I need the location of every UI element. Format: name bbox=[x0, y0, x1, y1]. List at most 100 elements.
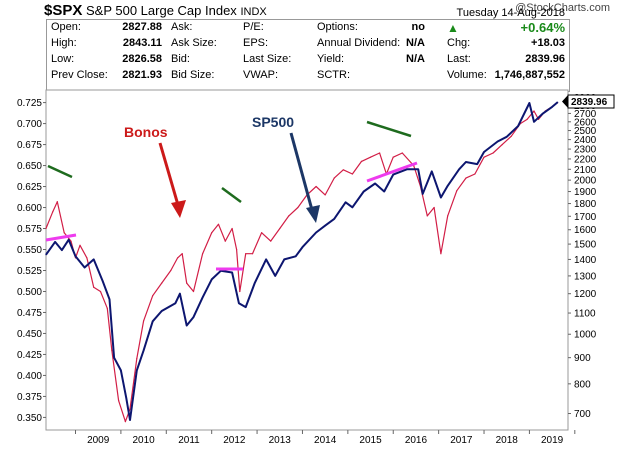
sp500-data-point bbox=[458, 168, 460, 170]
index-name: S&P 500 Large Cap Index bbox=[85, 3, 237, 18]
sp500-series-line bbox=[45, 101, 559, 421]
ask-size-label: Ask Size: bbox=[171, 37, 217, 49]
quote-header: Open: 2827.88 High: 2843.11 Low: 2826.58… bbox=[46, 7, 570, 92]
left-tick-label: 0.375 bbox=[17, 392, 42, 403]
volume-label: Volume: bbox=[447, 69, 487, 81]
right-tick-label: 2000 bbox=[574, 176, 597, 187]
change-percent: +0.64% bbox=[520, 20, 565, 35]
quote-date: Tuesday 14-Aug-2018 bbox=[456, 7, 565, 19]
bonos-data-point bbox=[217, 223, 220, 225]
right-tick-label: 1000 bbox=[574, 330, 597, 341]
sp500-data-point bbox=[447, 185, 449, 187]
eps-label: EPS: bbox=[243, 37, 269, 49]
left-tick-label: 0.700 bbox=[17, 119, 42, 130]
sp500-data-point bbox=[120, 369, 122, 371]
low-label: Low: bbox=[51, 53, 75, 65]
bonos-data-point bbox=[192, 290, 195, 293]
prev-close-label: Prev Close: bbox=[51, 69, 108, 81]
bonos-data-point bbox=[236, 248, 238, 251]
sp500-data-point bbox=[542, 112, 544, 114]
x-tick-label: 2010 bbox=[132, 435, 155, 446]
sp500-data-point bbox=[54, 241, 56, 243]
left-tick-label: 0.350 bbox=[17, 413, 42, 424]
low-value: 2826.58 bbox=[122, 53, 162, 65]
x-tick-label: 2016 bbox=[405, 435, 428, 446]
left-tick-label: 0.650 bbox=[17, 161, 42, 172]
left-tick-label: 0.450 bbox=[17, 329, 42, 340]
dividend-label: Annual Dividend: bbox=[317, 37, 401, 49]
bid-size-label: Bid Size: bbox=[171, 69, 215, 81]
volume-value: 1,746,887,552 bbox=[494, 69, 565, 81]
sp500-data-point bbox=[254, 282, 256, 284]
trend-mark-green bbox=[221, 186, 242, 204]
trend-mark-green bbox=[47, 164, 73, 179]
bonos-data-point bbox=[52, 211, 54, 213]
left-tick-label: 0.600 bbox=[17, 203, 42, 214]
x-tick-label: 2014 bbox=[314, 435, 337, 446]
x-tick-label: 2018 bbox=[496, 435, 519, 446]
sp500-data-point bbox=[68, 239, 70, 241]
sp500-data-point bbox=[274, 275, 276, 277]
sp500-data-point bbox=[93, 258, 95, 260]
trend-mark-magenta bbox=[45, 233, 77, 242]
sp500-data-point bbox=[129, 419, 131, 421]
bonos-data-point bbox=[224, 240, 226, 242]
bonos-data-point bbox=[118, 400, 120, 402]
sp500-data-point bbox=[265, 258, 267, 260]
plot-area bbox=[45, 89, 569, 431]
annotation-layer: Bonos SP500 2839.96 bbox=[45, 94, 615, 271]
right-tick-label: 1800 bbox=[574, 199, 597, 210]
sp500-data-point bbox=[202, 296, 204, 298]
sp500-data-point bbox=[74, 255, 77, 257]
sp500-data-point bbox=[161, 310, 163, 312]
bonos-data-point bbox=[181, 253, 183, 255]
bonos-data-point bbox=[351, 173, 353, 175]
left-tick-label: 0.525 bbox=[17, 266, 42, 277]
left-tick-label: 0.725 bbox=[17, 98, 42, 109]
left-tick-label: 0.425 bbox=[17, 350, 42, 361]
bonos-data-point bbox=[106, 307, 108, 309]
bonos-data-point bbox=[63, 232, 65, 234]
bonos-data-point bbox=[177, 257, 179, 259]
left-tick-label: 0.625 bbox=[17, 182, 42, 193]
right-tick-label: 1600 bbox=[574, 225, 597, 236]
x-tick-label: 2017 bbox=[450, 435, 473, 446]
last-size-label: Last Size: bbox=[243, 53, 292, 65]
sp500-data-point bbox=[45, 254, 47, 256]
bonos-data-point bbox=[56, 201, 58, 203]
sp500-data-point bbox=[61, 249, 63, 251]
sp500-data-point bbox=[465, 161, 467, 163]
sctr-label: SCTR: bbox=[317, 69, 350, 81]
sp500-data-point bbox=[333, 218, 335, 220]
bonos-data-point bbox=[288, 215, 290, 217]
sp500-data-point bbox=[483, 151, 485, 153]
bonos-data-point bbox=[143, 320, 145, 322]
right-tick-label: 1200 bbox=[574, 289, 597, 300]
bonos-data-point bbox=[70, 240, 72, 242]
options-value: no bbox=[411, 21, 425, 33]
bonos-data-point bbox=[124, 421, 126, 423]
sp500-data-point bbox=[406, 168, 408, 170]
bonos-data-point bbox=[401, 152, 403, 154]
bonos-arrow-head bbox=[171, 200, 186, 218]
last-value-pointer bbox=[562, 95, 568, 108]
sp500-data-point bbox=[245, 306, 247, 308]
sp500-data-point bbox=[528, 102, 531, 104]
bonos-data-point bbox=[492, 152, 494, 154]
ask-label: Ask: bbox=[171, 21, 193, 33]
right-tick-label: 1100 bbox=[574, 309, 596, 320]
bonos-data-point bbox=[426, 215, 428, 217]
bid-label: Bid: bbox=[171, 53, 190, 65]
x-tick-label: 2012 bbox=[223, 435, 246, 446]
bonos-data-point bbox=[245, 253, 247, 255]
sp500-data-point bbox=[422, 193, 424, 195]
sp500-data-point bbox=[417, 168, 419, 170]
sp500-data-point bbox=[517, 125, 519, 127]
right-tick-label: 1400 bbox=[574, 255, 597, 266]
sp500-data-point bbox=[192, 316, 195, 318]
sp500-data-point bbox=[497, 140, 499, 143]
bonos-data-point bbox=[465, 177, 467, 179]
bonos-data-point bbox=[433, 206, 435, 209]
bonos-data-point bbox=[211, 232, 213, 234]
x-tick-label: 2011 bbox=[178, 435, 200, 446]
